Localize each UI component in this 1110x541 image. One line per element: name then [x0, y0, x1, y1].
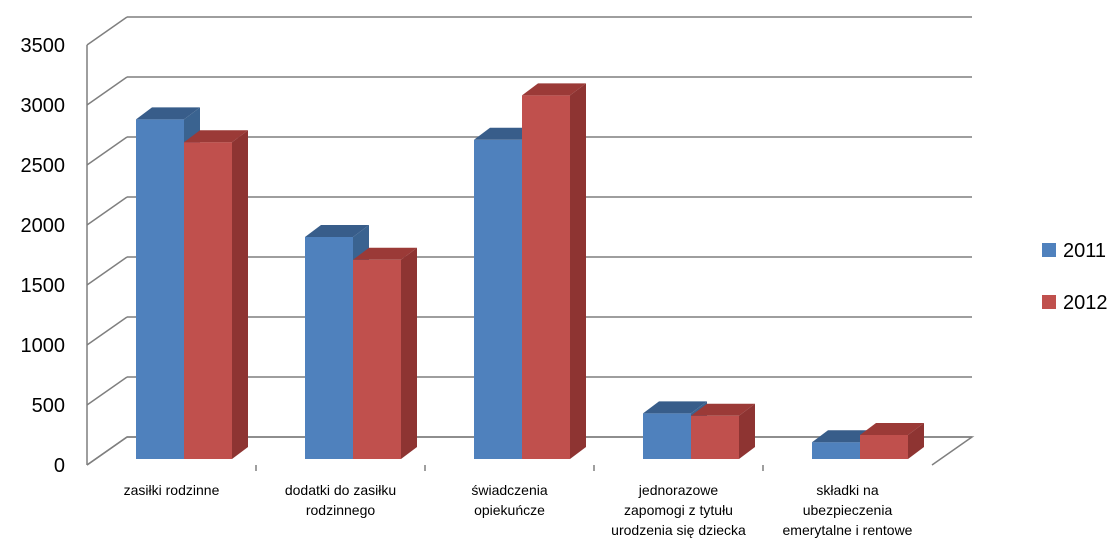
bar-side — [232, 130, 248, 459]
x-category-label: dodatki do zasiłku — [285, 482, 396, 498]
bars — [136, 83, 924, 460]
bar-2012 — [184, 130, 248, 459]
x-category-label: zapomogi z tytułu — [624, 502, 733, 518]
x-category-label: opiekuńcze — [474, 502, 545, 518]
bar-front — [643, 413, 691, 459]
bar-top — [184, 130, 248, 143]
y-axis-tick-labels: 0 500 1000 1500 2000 2500 3000 3500 — [21, 35, 66, 477]
y-tick-label: 3500 — [21, 35, 66, 57]
y-tick-label: 2000 — [21, 215, 66, 237]
bar-2012 — [353, 247, 417, 459]
gridline-side — [86, 136, 128, 166]
y-tick-label: 500 — [32, 395, 65, 417]
x-category-label: ubezpieczenia — [803, 502, 893, 518]
bar-front — [474, 139, 522, 460]
bar-front — [353, 259, 401, 459]
x-category-label: składki na — [816, 482, 878, 498]
x-category-label: świadczenia — [471, 482, 547, 498]
bar-front — [812, 442, 860, 459]
x-category-label: urodzenia się dziecka — [611, 522, 746, 538]
bar-front — [136, 119, 184, 460]
bar-top — [522, 83, 586, 96]
y-tick-label: 3000 — [21, 95, 66, 117]
bar-2012 — [860, 423, 924, 459]
bar-front — [860, 435, 908, 459]
x-category-label: zasiłki rodzinne — [124, 482, 220, 498]
gridline-side — [86, 196, 128, 226]
y-tick-label: 0 — [54, 455, 65, 477]
legend-swatch-2012 — [1042, 295, 1056, 309]
bar-top — [691, 403, 755, 416]
bar-top — [305, 225, 369, 237]
gridline-side — [86, 256, 128, 286]
x-category-label: rodzinnego — [306, 502, 375, 518]
bar-front — [305, 237, 353, 459]
y-tick-label: 1000 — [21, 335, 66, 357]
bar-front — [522, 95, 570, 460]
bar-side — [401, 247, 417, 459]
bar-top — [136, 107, 200, 120]
x-category-label: emerytalne i rentowe — [783, 522, 913, 538]
bar-top — [643, 401, 707, 414]
bar-2012 — [522, 83, 586, 460]
bar-top — [353, 247, 417, 260]
gridline-side — [86, 376, 128, 406]
bar-side — [739, 403, 755, 459]
y-tick-label: 2500 — [21, 155, 66, 177]
bar-front — [184, 142, 232, 459]
bar-side — [908, 423, 924, 459]
x-axis-category-labels: zasiłki rodzinne dodatki do zasiłku rodzin… — [124, 482, 913, 538]
gridline-side — [86, 316, 128, 346]
bar-side — [570, 83, 586, 460]
legend-swatch-2011 — [1042, 243, 1056, 257]
legend-label-2011: 2011 — [1063, 240, 1106, 262]
gridline-side — [86, 76, 128, 106]
bar-front — [691, 415, 739, 459]
bar-top — [860, 423, 924, 435]
x-category-label: jednorazowe — [638, 482, 719, 498]
legend-label-2012: 2012 — [1063, 292, 1108, 314]
y-tick-label: 1500 — [21, 275, 66, 297]
bar-2012 — [691, 403, 755, 459]
legend: 2011 2012 — [1042, 240, 1108, 314]
gridline-side — [86, 16, 128, 46]
